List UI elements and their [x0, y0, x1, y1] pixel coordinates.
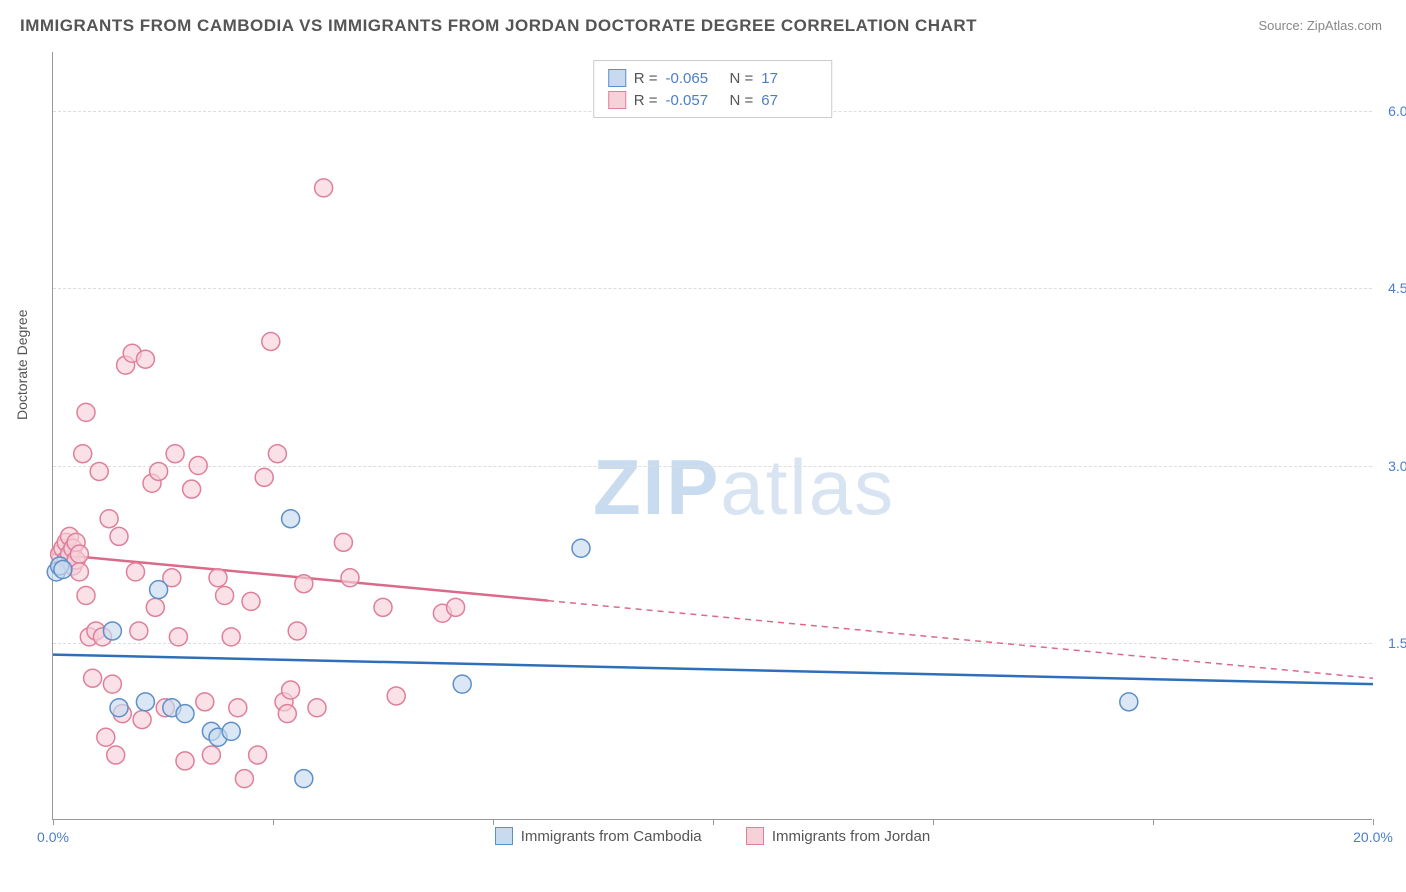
- cambodia-point: [176, 705, 194, 723]
- jordan-point: [77, 403, 95, 421]
- jordan-point: [235, 770, 253, 788]
- jordan-point: [70, 563, 88, 581]
- source-label: Source: ZipAtlas.com: [1258, 18, 1382, 33]
- jordan-point: [282, 681, 300, 699]
- jordan-point: [278, 705, 296, 723]
- x-tick: [1153, 819, 1154, 825]
- legend-swatch-cambodia: [495, 827, 513, 845]
- cambodia-point: [150, 581, 168, 599]
- x-tick: [933, 819, 934, 825]
- legend-label-jordan: Immigrants from Jordan: [772, 828, 930, 845]
- cambodia-point: [1120, 693, 1138, 711]
- jordan-point: [288, 622, 306, 640]
- chart-plot-area: ZIPatlas 1.5%3.0%4.5%6.0% 0.0%20.0% R = …: [52, 52, 1372, 820]
- jordan-point: [334, 533, 352, 551]
- jordan-point: [242, 592, 260, 610]
- jordan-point: [255, 468, 273, 486]
- jordan-point: [189, 457, 207, 475]
- jordan-point: [183, 480, 201, 498]
- legend-item-jordan: Immigrants from Jordan: [746, 827, 930, 845]
- jordan-point: [202, 746, 220, 764]
- jordan-point: [103, 675, 121, 693]
- chart-title: IMMIGRANTS FROM CAMBODIA VS IMMIGRANTS F…: [20, 16, 977, 36]
- jordan-point: [110, 527, 128, 545]
- cambodia-point: [222, 722, 240, 740]
- legend-stats: R = -0.065 N = 17 R = -0.057 N = 67: [593, 60, 833, 118]
- cambodia-point: [282, 510, 300, 528]
- legend-stats-row-jordan: R = -0.057 N = 67: [608, 89, 818, 111]
- x-tick: [273, 819, 274, 825]
- jordan-point: [222, 628, 240, 646]
- jordan-point: [150, 462, 168, 480]
- n-label: N =: [730, 70, 754, 87]
- r-value-cambodia: -0.065: [666, 70, 722, 87]
- jordan-point: [77, 587, 95, 605]
- y-tick-label: 4.5%: [1388, 280, 1406, 296]
- y-tick-label: 1.5%: [1388, 635, 1406, 651]
- y-tick-label: 6.0%: [1388, 103, 1406, 119]
- x-tick: [493, 819, 494, 825]
- legend-swatch-jordan: [608, 91, 626, 109]
- jordan-point: [74, 445, 92, 463]
- jordan-point: [133, 711, 151, 729]
- jordan-point: [169, 628, 187, 646]
- x-tick: [53, 819, 54, 825]
- legend-swatch-cambodia: [608, 69, 626, 87]
- plot-svg: [53, 52, 1372, 819]
- jordan-point: [127, 563, 145, 581]
- jordan-point: [295, 575, 313, 593]
- jordan-point: [90, 462, 108, 480]
- jordan-point: [97, 728, 115, 746]
- jordan-point: [136, 350, 154, 368]
- r-value-jordan: -0.057: [666, 92, 722, 109]
- cambodia-point: [572, 539, 590, 557]
- cambodia-point: [295, 770, 313, 788]
- r-label: R =: [634, 92, 658, 109]
- cambodia-point: [103, 622, 121, 640]
- jordan-point: [100, 510, 118, 528]
- jordan-point: [209, 569, 227, 587]
- y-axis-label: Doctorate Degree: [14, 309, 30, 420]
- jordan-point: [229, 699, 247, 717]
- y-tick-label: 3.0%: [1388, 458, 1406, 474]
- jordan-point: [249, 746, 267, 764]
- r-label: R =: [634, 70, 658, 87]
- legend-series: Immigrants from Cambodia Immigrants from…: [53, 827, 1372, 849]
- jordan-point: [315, 179, 333, 197]
- legend-stats-row-cambodia: R = -0.065 N = 17: [608, 67, 818, 89]
- jordan-point: [387, 687, 405, 705]
- n-value-cambodia: 17: [761, 70, 817, 87]
- x-tick: [1373, 819, 1374, 825]
- n-value-jordan: 67: [761, 92, 817, 109]
- jordan-point: [262, 332, 280, 350]
- jordan-point: [146, 598, 164, 616]
- jordan-point: [341, 569, 359, 587]
- jordan-point: [70, 545, 88, 563]
- jordan-regression-extension: [548, 601, 1373, 679]
- jordan-point: [268, 445, 286, 463]
- jordan-point: [216, 587, 234, 605]
- jordan-point: [84, 669, 102, 687]
- jordan-point: [176, 752, 194, 770]
- jordan-point: [447, 598, 465, 616]
- cambodia-point: [54, 561, 72, 579]
- x-tick: [713, 819, 714, 825]
- legend-label-cambodia: Immigrants from Cambodia: [521, 828, 702, 845]
- jordan-point: [107, 746, 125, 764]
- jordan-point: [374, 598, 392, 616]
- jordan-point: [130, 622, 148, 640]
- cambodia-point: [136, 693, 154, 711]
- n-label: N =: [730, 92, 754, 109]
- cambodia-point: [110, 699, 128, 717]
- jordan-point: [308, 699, 326, 717]
- jordan-point: [166, 445, 184, 463]
- legend-swatch-jordan: [746, 827, 764, 845]
- cambodia-point: [453, 675, 471, 693]
- legend-item-cambodia: Immigrants from Cambodia: [495, 827, 702, 845]
- jordan-point: [196, 693, 214, 711]
